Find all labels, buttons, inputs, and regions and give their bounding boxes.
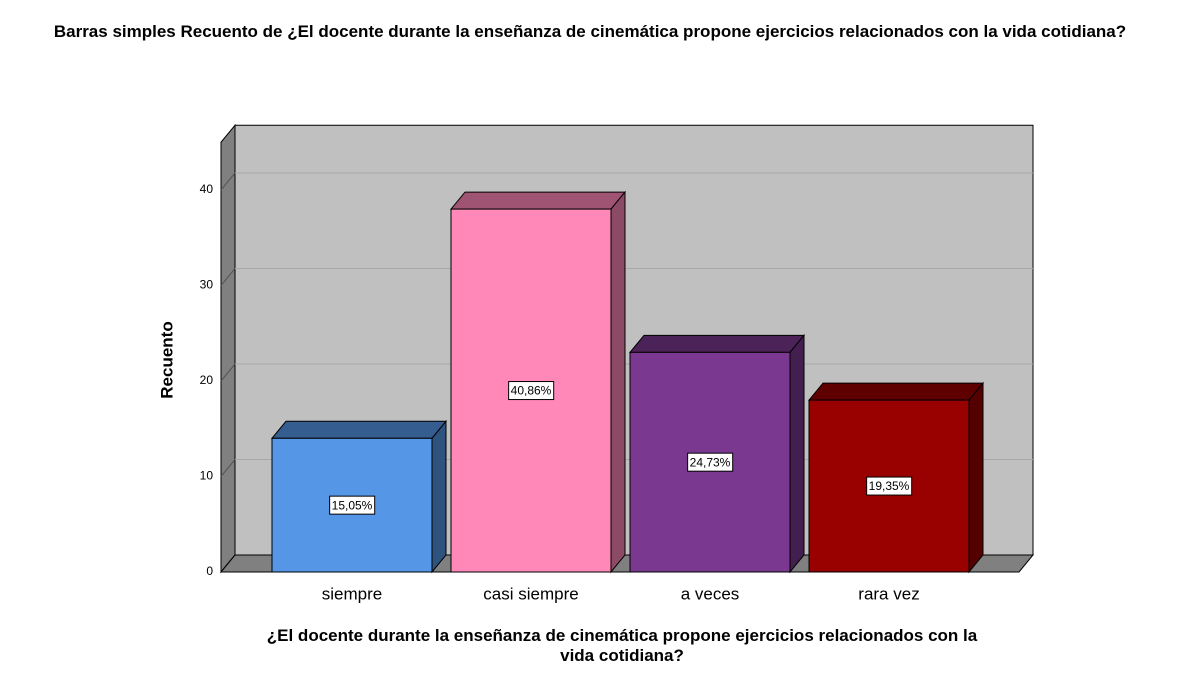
chart-title: Barras simples Recuento de ¿El docente d…: [53, 22, 1127, 41]
data-label: 15,05%: [332, 498, 373, 512]
bar-side: [431, 419, 447, 574]
data-label-box: [687, 452, 734, 472]
data-label-box: [508, 381, 555, 401]
bar-top: [449, 191, 627, 210]
bar-top: [628, 334, 806, 353]
data-label-box: [329, 495, 376, 515]
bar-top: [270, 420, 448, 439]
x-tick-label: a veces: [681, 584, 740, 603]
data-label: 19,35%: [869, 479, 910, 493]
y-axis-label: Recuento: [157, 321, 176, 398]
data-label: 40,86%: [511, 384, 552, 398]
y-tick-label: 10: [200, 469, 214, 483]
y-tick-label: 30: [200, 278, 214, 292]
grid-line: [220, 268, 236, 286]
x-axis-label: ¿El docente durante la enseñanza de cine…: [266, 626, 978, 665]
x-tick-label: rara vez: [858, 584, 919, 603]
bar-side: [789, 333, 805, 574]
data-label: 24,73%: [690, 455, 731, 469]
grid-line: [220, 172, 236, 191]
left-wall: [220, 123, 236, 574]
data-label-box: [866, 476, 913, 496]
x-tick-label: casi siempre: [483, 584, 578, 603]
x-tick-label: siempre: [322, 584, 382, 603]
bar: [450, 208, 612, 573]
grid-line: [220, 363, 236, 382]
y-tick-label: 40: [200, 182, 214, 196]
bar-top: [807, 382, 985, 401]
y-tick-label: 0: [206, 564, 213, 578]
bar-side: [610, 190, 626, 574]
grid-line: [220, 459, 236, 477]
bar-side: [968, 381, 984, 574]
y-tick-label: 20: [200, 373, 214, 387]
